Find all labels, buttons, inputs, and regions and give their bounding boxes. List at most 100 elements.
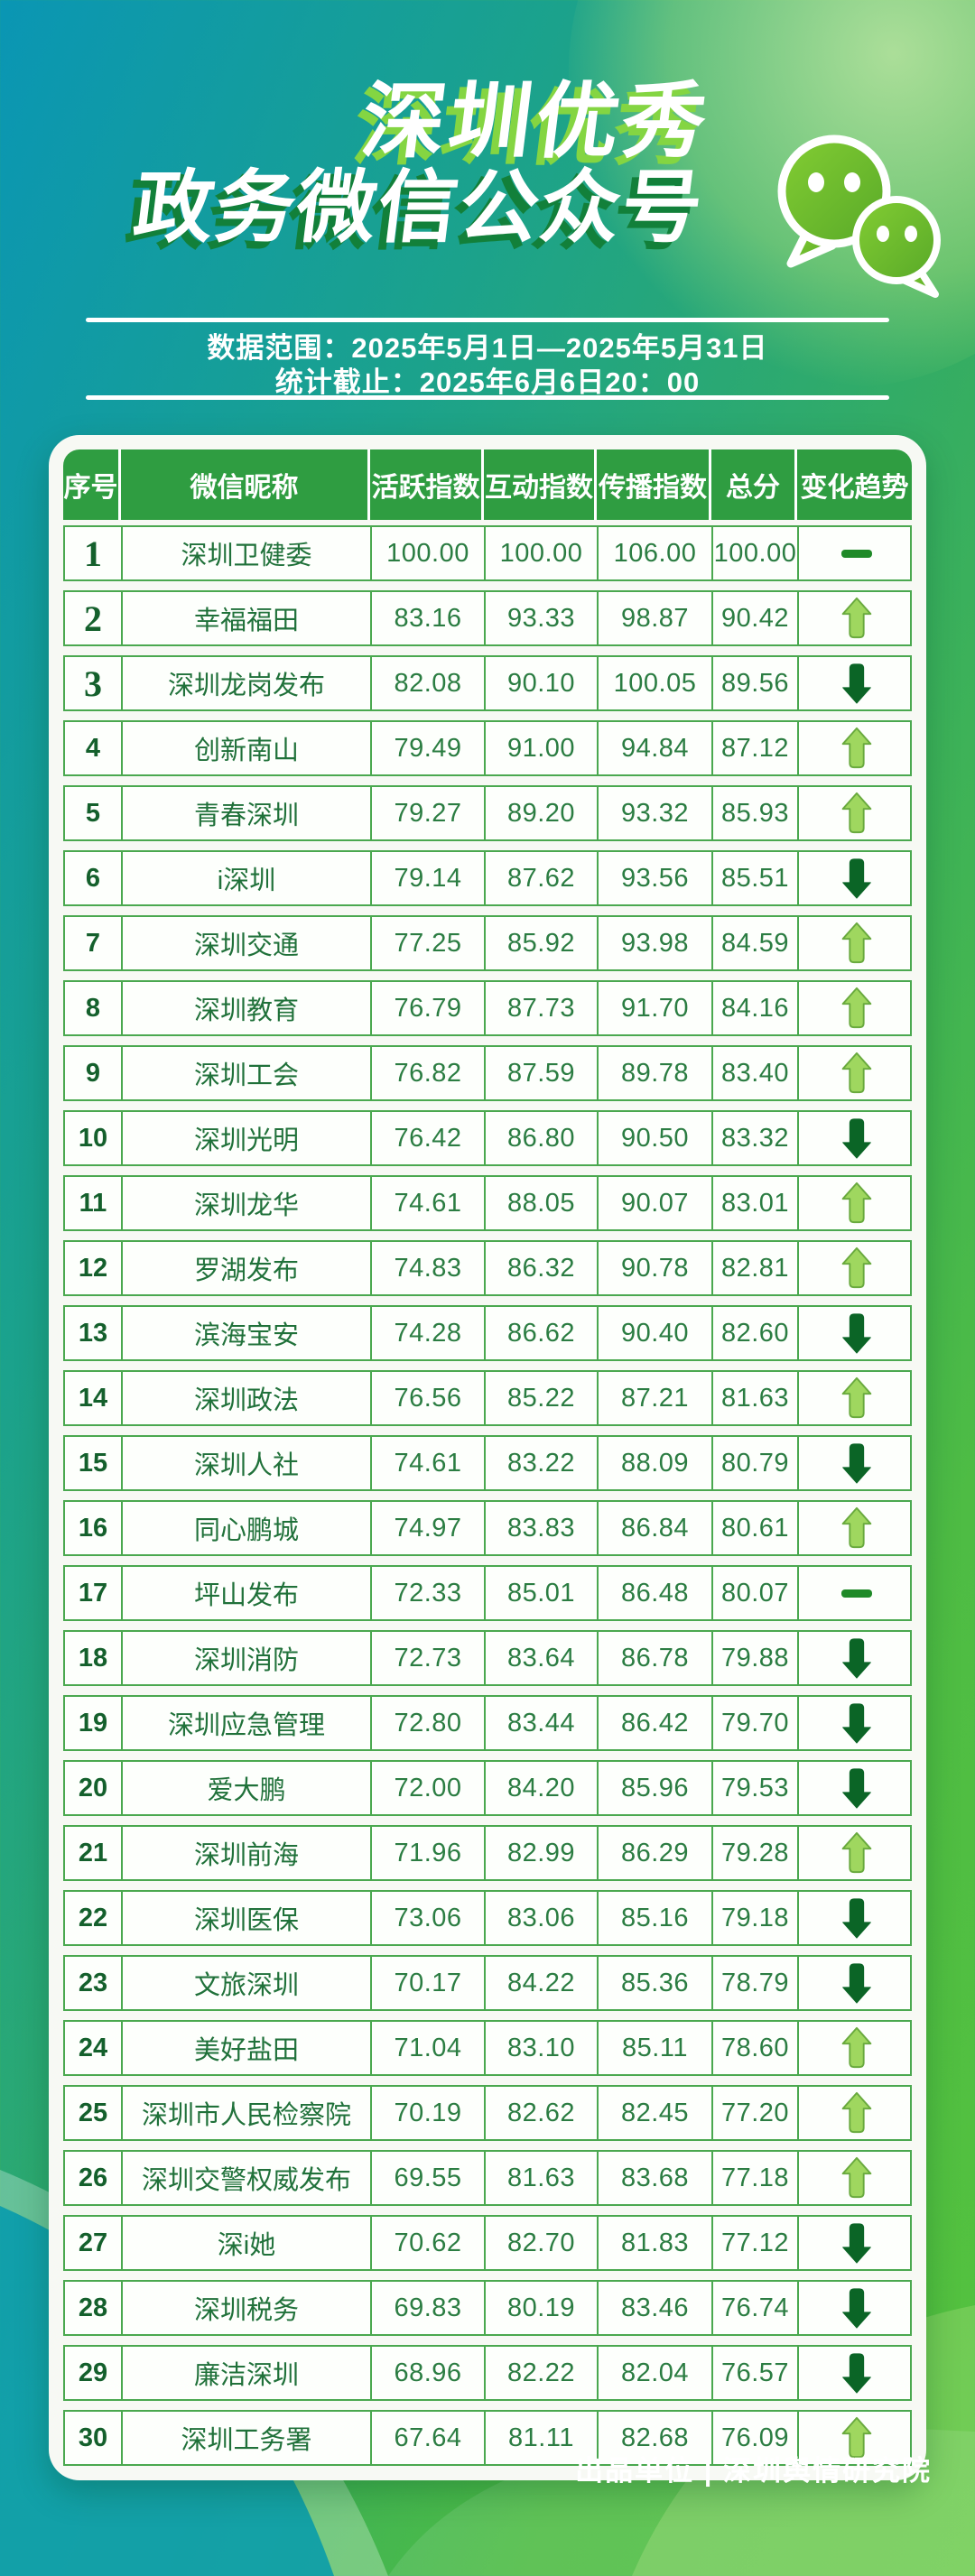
active-index-cell: 68.96 bbox=[372, 2347, 486, 2399]
interact-index-cell: 83.10 bbox=[486, 2022, 599, 2074]
trend-down-icon bbox=[799, 2282, 914, 2334]
trend-down-icon bbox=[799, 1762, 914, 1814]
table-row: 16 同心鹏城 74.97 83.83 86.84 80.61 bbox=[63, 1500, 912, 1556]
active-index-cell: 72.73 bbox=[372, 1632, 486, 1684]
rank-cell: 13 bbox=[65, 1307, 123, 1359]
spread-index-cell: 98.87 bbox=[599, 592, 713, 644]
footer-credit: 出品单位 | 深圳舆情研究院 bbox=[575, 2455, 932, 2487]
rank-cell: 18 bbox=[65, 1632, 123, 1684]
trend-up-icon bbox=[799, 1177, 914, 1229]
trend-up-icon bbox=[799, 2087, 914, 2139]
column-header-rank: 序号 bbox=[63, 449, 121, 520]
total-score-cell: 82.81 bbox=[713, 1242, 799, 1294]
nickname-cell: 文旅深圳 bbox=[123, 1957, 372, 2009]
table-header-row: 序号 微信昵称 活跃指数 互动指数 传播指数 总分 变化趋势 bbox=[63, 449, 912, 520]
page-title: 深圳优秀 政务微信公众号 bbox=[0, 76, 768, 252]
interact-index-cell: 91.00 bbox=[486, 722, 599, 774]
interact-index-cell: 82.70 bbox=[486, 2217, 599, 2269]
active-index-cell: 79.27 bbox=[372, 787, 486, 839]
table-row: 24 美好盐田 71.04 83.10 85.11 78.60 bbox=[63, 2020, 912, 2076]
total-score-cell: 90.42 bbox=[713, 592, 799, 644]
trend-down-icon bbox=[799, 1112, 914, 1164]
nickname-cell: 创新南山 bbox=[123, 722, 372, 774]
interact-index-cell: 83.06 bbox=[486, 1892, 599, 1944]
interact-index-cell: 83.83 bbox=[486, 1502, 599, 1554]
table-row: 1 深圳卫健委 100.00 100.00 106.00 100.00 bbox=[63, 525, 912, 581]
nickname-cell: 深圳前海 bbox=[123, 1827, 372, 1879]
interact-index-cell: 85.92 bbox=[486, 917, 599, 969]
title-line-1: 深圳优秀 bbox=[357, 76, 715, 168]
rank-cell: 19 bbox=[65, 1697, 123, 1749]
spread-index-cell: 81.83 bbox=[599, 2217, 713, 2269]
table-row: 8 深圳教育 76.79 87.73 91.70 84.16 bbox=[63, 980, 912, 1036]
nickname-cell: 深圳应急管理 bbox=[123, 1697, 372, 1749]
spread-index-cell: 86.29 bbox=[599, 1827, 713, 1879]
nickname-cell: 美好盐田 bbox=[123, 2022, 372, 2074]
rank-cell: 22 bbox=[65, 1892, 123, 1944]
nickname-cell: 同心鹏城 bbox=[123, 1502, 372, 1554]
divider-top bbox=[86, 318, 889, 322]
trend-up-icon bbox=[799, 1242, 914, 1294]
total-score-cell: 79.53 bbox=[713, 1762, 799, 1814]
total-score-cell: 78.79 bbox=[713, 1957, 799, 2009]
spread-index-cell: 94.84 bbox=[599, 722, 713, 774]
spread-index-cell: 90.07 bbox=[599, 1177, 713, 1229]
spread-index-cell: 86.42 bbox=[599, 1697, 713, 1749]
interact-index-cell: 82.22 bbox=[486, 2347, 599, 2399]
trend-down-icon bbox=[799, 1957, 914, 2009]
nickname-cell: 深圳卫健委 bbox=[123, 527, 372, 579]
nickname-cell: 深圳工务署 bbox=[123, 2412, 372, 2464]
rank-cell: 9 bbox=[65, 1047, 123, 1099]
interact-index-cell: 89.20 bbox=[486, 787, 599, 839]
interact-index-cell: 84.20 bbox=[486, 1762, 599, 1814]
nickname-cell: 坪山发布 bbox=[123, 1567, 372, 1619]
total-score-cell: 76.09 bbox=[713, 2412, 799, 2464]
column-header-trend: 变化趋势 bbox=[800, 473, 909, 503]
interact-index-cell: 87.73 bbox=[486, 982, 599, 1034]
interact-index-cell: 83.22 bbox=[486, 1437, 599, 1489]
interact-index-cell: 83.44 bbox=[486, 1697, 599, 1749]
total-score-cell: 83.32 bbox=[713, 1112, 799, 1164]
rank-cell: 17 bbox=[65, 1567, 123, 1619]
table-row: 3 深圳龙岗发布 82.08 90.10 100.05 89.56 bbox=[63, 655, 912, 711]
title-line-2: 政务微信公众号 bbox=[129, 162, 710, 252]
spread-index-cell: 86.48 bbox=[599, 1567, 713, 1619]
spread-index-cell: 83.68 bbox=[599, 2152, 713, 2204]
nickname-cell: 深圳龙岗发布 bbox=[123, 657, 372, 709]
interact-index-cell: 85.01 bbox=[486, 1567, 599, 1619]
nickname-cell: 深圳人社 bbox=[123, 1437, 372, 1489]
rank-cell: 3 bbox=[65, 657, 123, 709]
table-row: 23 文旅深圳 70.17 84.22 85.36 78.79 bbox=[63, 1955, 912, 2011]
table-row: 4 创新南山 79.49 91.00 94.84 87.12 bbox=[63, 720, 912, 776]
active-index-cell: 71.04 bbox=[372, 2022, 486, 2074]
column-header-nickname: 微信昵称 bbox=[121, 449, 370, 520]
trend-up-icon bbox=[799, 2412, 914, 2464]
trend-up-icon bbox=[799, 982, 914, 1034]
rank-cell: 24 bbox=[65, 2022, 123, 2074]
spread-index-cell: 82.45 bbox=[599, 2087, 713, 2139]
trend-up-icon bbox=[799, 592, 914, 644]
interact-index-cell: 84.22 bbox=[486, 1957, 599, 2009]
trend-down-icon bbox=[799, 1437, 914, 1489]
spread-index-cell: 83.46 bbox=[599, 2282, 713, 2334]
table-row: 13 滨海宝安 74.28 86.62 90.40 82.60 bbox=[63, 1305, 912, 1361]
table-row: 17 坪山发布 72.33 85.01 86.48 80.07 bbox=[63, 1565, 912, 1621]
nickname-cell: i深圳 bbox=[123, 852, 372, 904]
rank-cell: 20 bbox=[65, 1762, 123, 1814]
total-score-cell: 79.28 bbox=[713, 1827, 799, 1879]
spread-index-cell: 82.04 bbox=[599, 2347, 713, 2399]
total-score-cell: 84.16 bbox=[713, 982, 799, 1034]
spread-index-cell: 90.78 bbox=[599, 1242, 713, 1294]
nickname-cell: 深圳教育 bbox=[123, 982, 372, 1034]
interact-index-cell: 85.22 bbox=[486, 1372, 599, 1424]
table-row: 11 深圳龙华 74.61 88.05 90.07 83.01 bbox=[63, 1175, 912, 1231]
active-index-cell: 70.62 bbox=[372, 2217, 486, 2269]
divider-bottom bbox=[86, 395, 889, 400]
rank-cell: 10 bbox=[65, 1112, 123, 1164]
active-index-cell: 67.64 bbox=[372, 2412, 486, 2464]
total-score-cell: 79.70 bbox=[713, 1697, 799, 1749]
total-score-cell: 79.18 bbox=[713, 1892, 799, 1944]
rank-cell: 7 bbox=[65, 917, 123, 969]
active-index-cell: 100.00 bbox=[372, 527, 486, 579]
total-score-cell: 81.63 bbox=[713, 1372, 799, 1424]
